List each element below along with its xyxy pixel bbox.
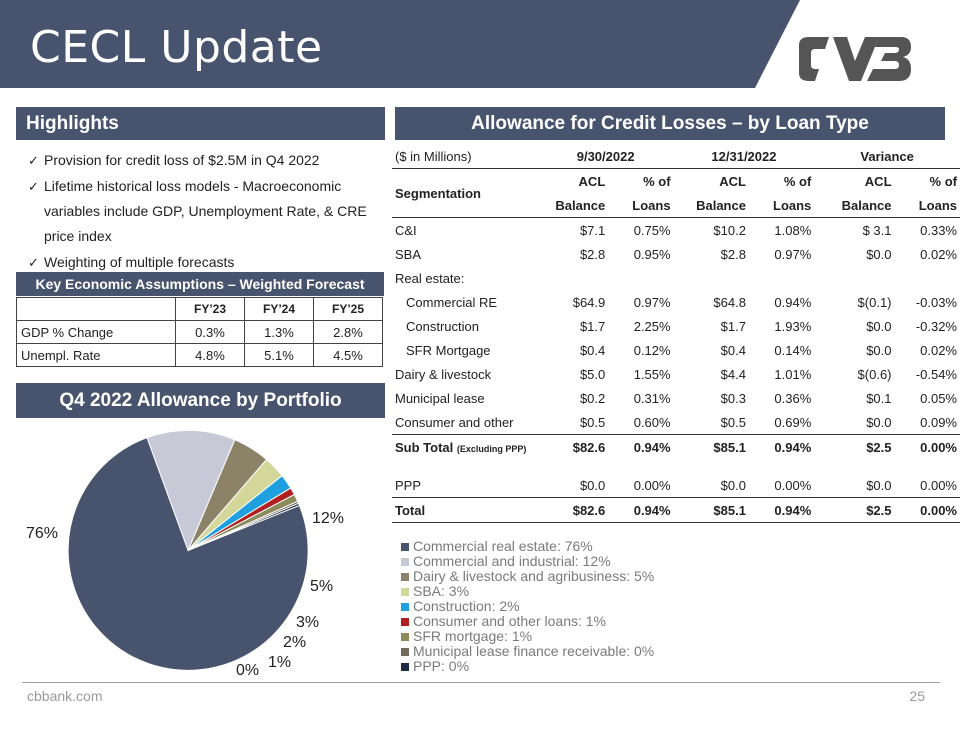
- pie-slice: [146, 429, 236, 552]
- legend-label: Construction: 2%: [413, 598, 520, 614]
- table-row-subtotal: Sub Total (Excluding PPP) $82.6 0.94% $85…: [395, 439, 957, 455]
- cvb-logo: [799, 37, 911, 81]
- pie-slice: [187, 502, 301, 551]
- legend-swatch: [401, 602, 409, 611]
- table-row: Municipal lease $0.2 0.31% $0.3 0.36% $0.1…: [395, 390, 957, 406]
- table-header-row: FY’23 FY’24 FY’25: [16, 297, 383, 321]
- table-row: SBA $2.8 0.95% $2.8 0.97% $0.0 0.02%: [395, 246, 957, 262]
- legend-swatch: [401, 617, 409, 626]
- table-row: Commercial RE $64.9 0.97% $64.8 0.94% $(0.…: [406, 294, 957, 310]
- acl-table: ($ in Millions) 9/30/2022 12/31/2022 Var…: [392, 144, 960, 523]
- legend-item: Construction: 2%: [401, 599, 654, 614]
- legend-item: SBA: 3%: [401, 584, 654, 599]
- header-background: [0, 0, 800, 88]
- table-header-row: ($ in Millions) 9/30/2022 12/31/2022 Var…: [392, 144, 960, 169]
- legend-swatch: [401, 572, 409, 581]
- page-number: 25: [909, 688, 925, 704]
- portfolio-pie-chart: [67, 429, 309, 671]
- legend-item: SFR mortgage: 1%: [401, 629, 654, 644]
- table-row: GDP % Change 0.3% 1.3% 2.8%: [16, 320, 383, 344]
- legend-item: Dairy & livestock and agribusiness: 5%: [401, 569, 654, 584]
- legend-item: Commercial and industrial: 12%: [401, 554, 654, 569]
- legend-item: PPP: 0%: [401, 659, 654, 674]
- table-row: SFR Mortgage $0.4 0.12% $0.4 0.14% $0.0 0.0…: [406, 342, 957, 358]
- legend-label: Commercial and industrial: 12%: [413, 553, 611, 569]
- legend-label: PPP: 0%: [413, 658, 470, 674]
- table-row: Unempl. Rate 4.8% 5.1% 4.5%: [16, 343, 383, 367]
- key-assumptions-table: FY’23 FY’24 FY’25 GDP % Change 0.3% 1.3%…: [16, 297, 383, 367]
- pie-label-ci: 12%: [312, 510, 345, 527]
- table-row: PPP $0.0 0.00% $0.0 0.00% $0.0 0.00%: [392, 473, 960, 498]
- legend-swatch: [401, 587, 409, 596]
- legend-label: SFR mortgage: 1%: [413, 628, 533, 644]
- table-row: Construction $1.7 2.25% $1.7 1.93% $0.0 -0.…: [406, 318, 957, 334]
- highlight-bullet: ✓ Lifetime historical loss models - Macro…: [28, 174, 383, 249]
- legend-item: Commercial real estate: 76%: [401, 539, 654, 554]
- legend-label: Municipal lease finance receivable: 0%: [413, 643, 655, 659]
- check-icon: ✓: [28, 255, 39, 270]
- highlight-bullet: ✓ Weighting of multiple forecasts: [28, 250, 383, 275]
- pie-label-dairy: 5%: [310, 578, 334, 595]
- portfolio-title: Q4 2022 Allowance by Portfolio: [16, 383, 385, 418]
- legend-label: Commercial real estate: 76%: [413, 538, 593, 554]
- page-title: CECL Update: [30, 22, 323, 73]
- legend-item: Consumer and other loans: 1%: [401, 614, 654, 629]
- highlights-title: Highlights: [16, 107, 385, 140]
- table-row: Consumer and other $0.5 0.60% $0.5 0.69% $…: [392, 410, 960, 435]
- check-icon: ✓: [28, 153, 39, 168]
- legend-label: Dairy & livestock and agribusiness: 5%: [413, 568, 655, 584]
- legend-label: SBA: 3%: [413, 583, 470, 599]
- check-icon: ✓: [28, 179, 39, 194]
- pie-label-cre: 76%: [26, 525, 59, 542]
- footer-divider: [22, 682, 940, 683]
- table-row: C&I $7.1 0.75% $10.2 1.08% $ 3.1 0.33%: [395, 222, 957, 238]
- table-row-total: Total $82.6 0.94% $85.1 0.94% $2.5 0.00%: [392, 497, 960, 523]
- pie-slice: [67, 436, 309, 671]
- highlight-bullet: ✓ Provision for credit loss of $2.5M in Q…: [28, 148, 383, 173]
- acl-title: Allowance for Credit Losses – by Loan Ty…: [395, 107, 945, 140]
- pie-label-sba: 3%: [296, 614, 320, 631]
- legend-swatch: [401, 647, 409, 656]
- footer-site: cbbank.com: [27, 688, 103, 704]
- table-row: Real estate:: [395, 270, 465, 286]
- legend-swatch: [401, 557, 409, 566]
- legend-swatch: [401, 632, 409, 641]
- highlights-list: ✓ Provision for credit loss of $2.5M in Q…: [28, 148, 383, 276]
- legend-item: Municipal lease finance receivable: 0%: [401, 644, 654, 659]
- table-header-row: Segmentation ACL % of ACL % of ACL % of: [392, 168, 960, 218]
- table-row: Dairy & livestock $5.0 1.55% $4.4 1.01% $(…: [395, 366, 957, 382]
- key-assumptions-title: Key Economic Assumptions – Weighted Fore…: [16, 272, 384, 296]
- table-header-row: Balance Loans Balance Loans Balance Loan…: [392, 193, 960, 218]
- pie-label-construction: 2%: [283, 634, 307, 651]
- pie-label-ppp: 0%: [236, 662, 260, 679]
- pie-label-consumer: 1%: [268, 654, 292, 671]
- legend-swatch: [401, 542, 409, 551]
- legend-swatch: [401, 662, 409, 671]
- legend-label: Consumer and other loans: 1%: [413, 613, 606, 629]
- pie-legend: Commercial real estate: 76% Commercial an…: [401, 539, 654, 674]
